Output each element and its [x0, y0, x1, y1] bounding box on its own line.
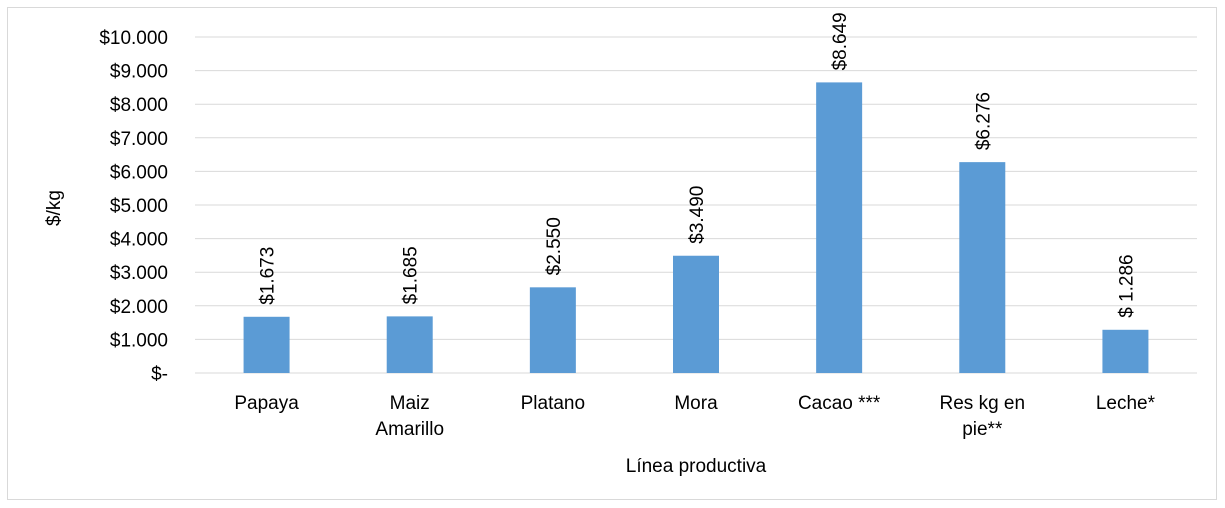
- x-tick-label: Res kg en pie**: [940, 393, 1026, 440]
- y-tick-labels: $- $1.000 $2.000 $3.000 $4.000 $5.000 $6.000 $7…: [99, 28, 168, 385]
- x-tick-label: Papaya: [234, 393, 299, 414]
- x-tick-label: Mora: [674, 393, 718, 414]
- y-tick-label: $10.000: [99, 28, 168, 49]
- gridlines: [195, 36, 1197, 374]
- data-label: $6.276: [973, 92, 994, 150]
- chart-frame: [7, 7, 1217, 500]
- x-tick-labels: Papaya Maiz Amarillo Platano Mora Cacao *** Re…: [234, 393, 1155, 440]
- data-label: $1.673: [258, 247, 279, 305]
- x-axis-title: Línea productiva: [626, 456, 767, 477]
- y-tick-label: $8.000: [110, 95, 168, 116]
- bar: [673, 255, 719, 373]
- data-label: $3.490: [687, 186, 708, 244]
- y-axis-title: $/kg: [44, 190, 65, 226]
- y-tick-label: $-: [151, 364, 168, 385]
- data-labels: $1.673 $1.685 $2.550 $3.490 $8.649 $6.276 $ 1.…: [258, 12, 1138, 318]
- y-tick-label: $7.000: [110, 129, 168, 150]
- data-label: $2.550: [544, 217, 565, 275]
- x-tick-label: Platano: [521, 393, 585, 414]
- bar: [816, 82, 863, 373]
- bar: [529, 287, 576, 373]
- bar: [1102, 329, 1149, 373]
- bars: [243, 82, 1149, 373]
- bar: [243, 316, 290, 373]
- y-tick-label: $6.000: [110, 162, 168, 183]
- y-tick-label: $1.000: [110, 330, 168, 351]
- bar: [386, 316, 433, 373]
- x-tick-label: Cacao ***: [798, 393, 881, 414]
- y-tick-label: $2.000: [110, 297, 168, 318]
- x-tick-label: Leche*: [1096, 393, 1156, 414]
- y-tick-label: $9.000: [110, 62, 168, 83]
- data-label: $8.649: [830, 12, 851, 70]
- data-label: $1.685: [401, 246, 422, 304]
- y-tick-label: $4.000: [110, 230, 168, 251]
- x-tick-label: Maiz Amarillo: [375, 393, 444, 440]
- bar: [959, 162, 1006, 373]
- y-tick-label: $3.000: [110, 263, 168, 284]
- y-tick-label: $5.000: [110, 196, 168, 217]
- data-label: $ 1.286: [1116, 254, 1137, 317]
